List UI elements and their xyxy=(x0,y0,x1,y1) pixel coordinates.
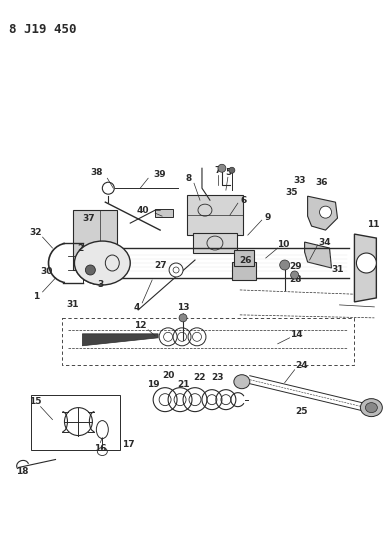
Text: 7: 7 xyxy=(215,166,221,175)
Text: 33: 33 xyxy=(293,176,306,185)
Text: 35: 35 xyxy=(285,188,298,197)
Ellipse shape xyxy=(366,402,377,413)
Text: 5: 5 xyxy=(225,168,231,177)
Circle shape xyxy=(169,263,183,277)
Text: 29: 29 xyxy=(289,262,302,271)
Text: 30: 30 xyxy=(40,268,53,277)
Ellipse shape xyxy=(234,375,250,389)
FancyBboxPatch shape xyxy=(234,250,254,266)
Text: 40: 40 xyxy=(137,206,149,215)
FancyBboxPatch shape xyxy=(193,233,237,253)
Circle shape xyxy=(319,206,332,218)
Text: 31: 31 xyxy=(331,265,344,274)
Text: 32: 32 xyxy=(29,228,42,237)
Text: 16: 16 xyxy=(94,444,107,453)
Text: 15: 15 xyxy=(29,397,42,406)
Text: 20: 20 xyxy=(162,371,174,380)
Ellipse shape xyxy=(361,399,382,417)
Text: 8: 8 xyxy=(186,174,192,183)
Text: 22: 22 xyxy=(194,373,206,382)
Text: 2: 2 xyxy=(77,244,84,253)
Text: 25: 25 xyxy=(295,407,308,416)
Text: 9: 9 xyxy=(265,213,271,222)
FancyBboxPatch shape xyxy=(232,262,256,280)
Circle shape xyxy=(179,314,187,322)
Polygon shape xyxy=(308,196,337,230)
Text: 8 J19 450: 8 J19 450 xyxy=(9,22,76,36)
Text: 27: 27 xyxy=(154,261,167,270)
Text: 6: 6 xyxy=(241,196,247,205)
Circle shape xyxy=(229,167,235,173)
Circle shape xyxy=(280,260,290,270)
Text: 12: 12 xyxy=(134,321,147,330)
Text: 26: 26 xyxy=(240,255,252,264)
Text: 17: 17 xyxy=(122,440,135,449)
Text: 34: 34 xyxy=(318,238,331,247)
Ellipse shape xyxy=(74,241,130,285)
Circle shape xyxy=(85,265,95,275)
Text: 28: 28 xyxy=(289,276,302,285)
Text: 23: 23 xyxy=(212,373,224,382)
Text: 18: 18 xyxy=(16,467,29,476)
Text: 11: 11 xyxy=(367,220,380,229)
Text: 13: 13 xyxy=(177,303,189,312)
Text: 39: 39 xyxy=(154,169,167,179)
FancyBboxPatch shape xyxy=(155,209,173,217)
Text: 4: 4 xyxy=(134,303,140,312)
Text: 10: 10 xyxy=(278,239,290,248)
FancyBboxPatch shape xyxy=(74,210,117,270)
Polygon shape xyxy=(305,242,332,268)
Text: 19: 19 xyxy=(147,380,160,389)
Text: 24: 24 xyxy=(295,361,308,370)
Text: 1: 1 xyxy=(34,293,40,302)
Polygon shape xyxy=(354,234,377,302)
Text: 14: 14 xyxy=(291,330,303,340)
Text: 31: 31 xyxy=(66,301,79,309)
Text: 36: 36 xyxy=(315,177,328,187)
Text: 21: 21 xyxy=(177,380,189,389)
FancyBboxPatch shape xyxy=(187,195,243,235)
Text: 37: 37 xyxy=(82,214,95,223)
Text: 38: 38 xyxy=(90,168,102,177)
Circle shape xyxy=(357,253,377,273)
Circle shape xyxy=(218,164,226,172)
Polygon shape xyxy=(83,334,158,346)
Circle shape xyxy=(291,271,299,279)
Text: 3: 3 xyxy=(97,280,104,289)
